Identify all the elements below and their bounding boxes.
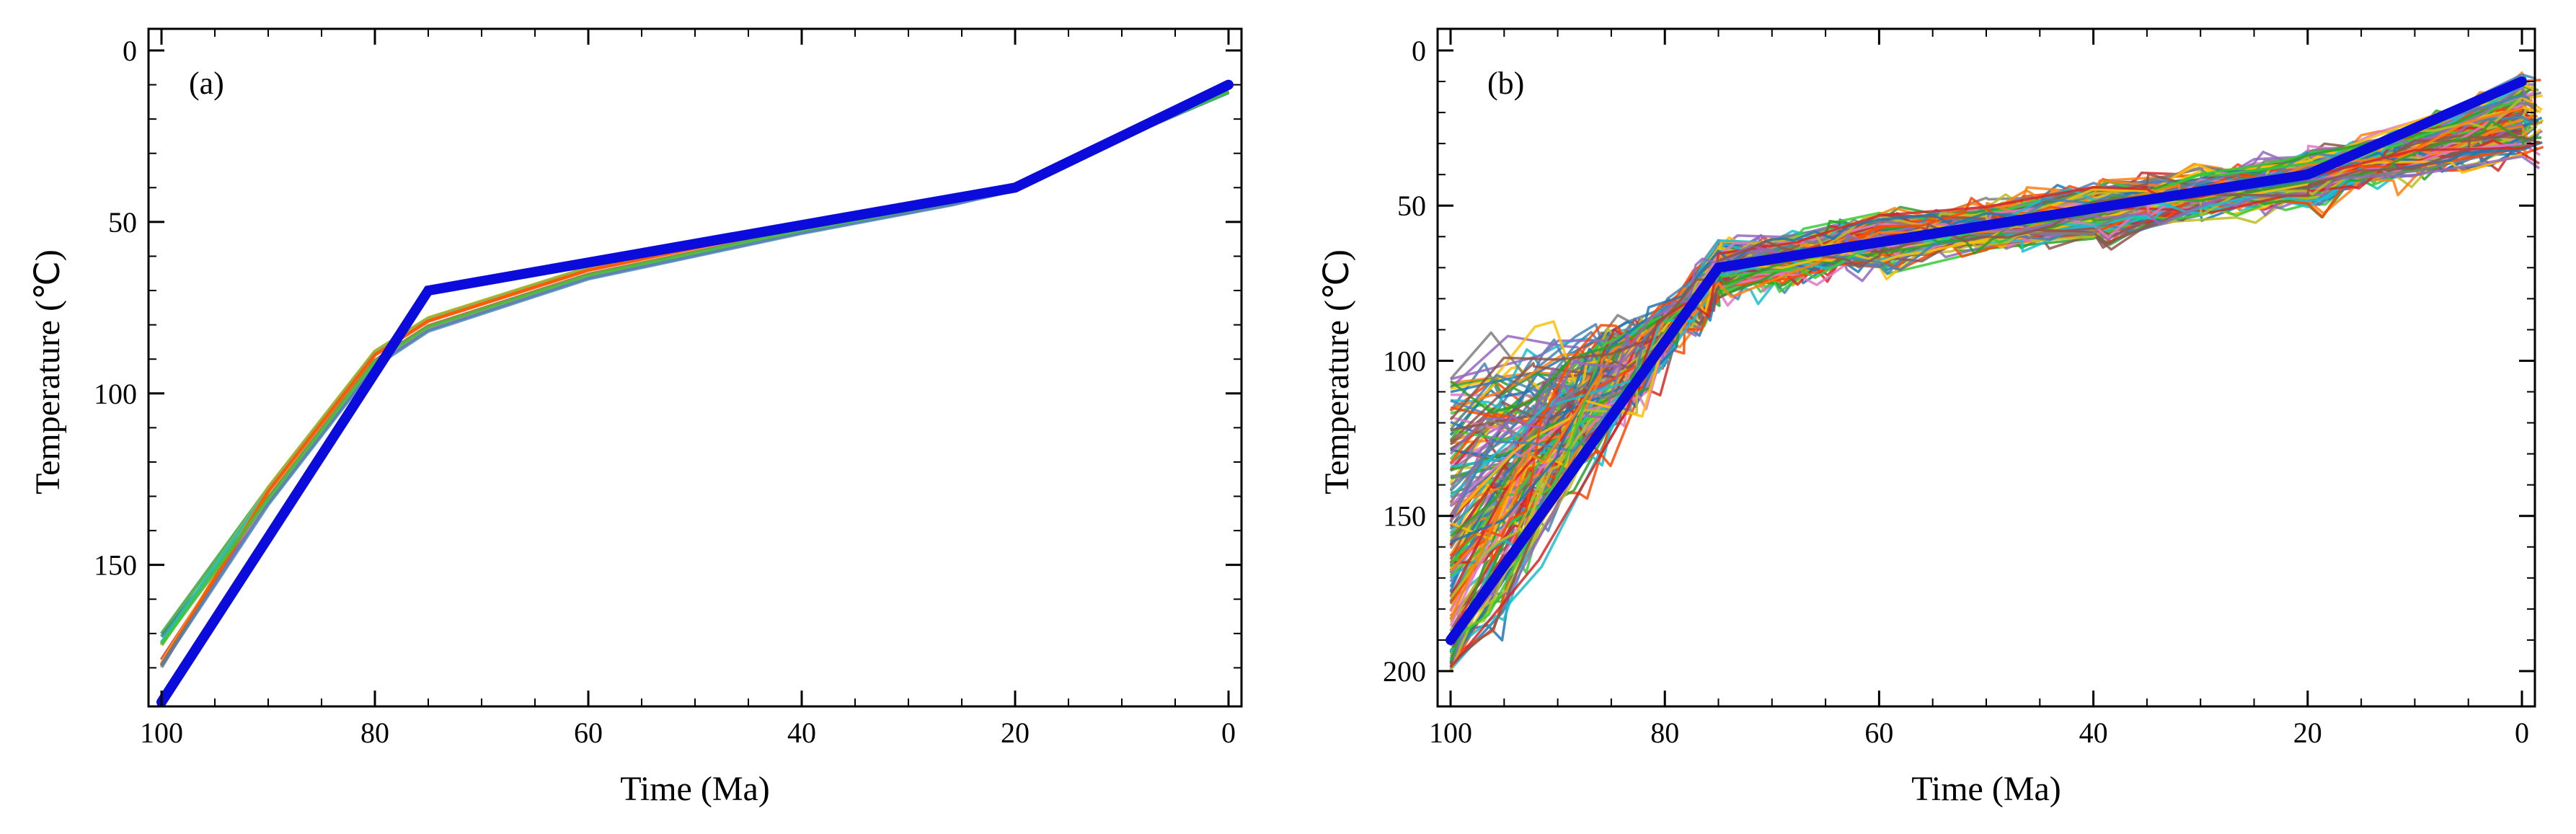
ensemble-path	[1450, 141, 2543, 544]
ensemble-path	[159, 89, 1229, 667]
ensemble-path	[159, 89, 1229, 668]
x-tick-label: 40	[2079, 717, 2108, 749]
ensemble-path	[1449, 135, 2523, 507]
y-tick-label: 100	[1383, 345, 1426, 377]
y-tick-label: 50	[108, 206, 137, 239]
x-tick-label: 20	[2293, 717, 2322, 749]
best-fit-path-a	[156, 79, 1234, 707]
ensemble-path	[159, 89, 1229, 666]
ensemble-path	[1449, 136, 2542, 421]
ensemble-path	[160, 90, 1229, 644]
x-tick-label: 60	[574, 717, 603, 749]
y-tick-label: 150	[94, 549, 137, 582]
y-tick-label: 150	[1383, 500, 1426, 533]
best-fit-path-b	[1446, 76, 2527, 645]
ensemble-path	[159, 89, 1229, 661]
ensemble-paths-b	[1449, 71, 2544, 672]
x-tick-label: 100	[1429, 717, 1472, 749]
x-tick-label: 20	[1001, 717, 1030, 749]
ensemble-path	[159, 89, 1229, 647]
x-tick-label: 0	[1221, 717, 1236, 749]
ensemble-path	[159, 89, 1229, 644]
panel-label-b: (b)	[1487, 66, 1524, 101]
ensemble-path	[159, 90, 1229, 645]
x-tick-label: 100	[140, 717, 183, 749]
plot-frame-a	[147, 27, 1243, 708]
ensemble-paths-a	[159, 89, 1229, 668]
panel-a: 100 80 60 40 20 0 0 50 100 150 (a) Time (Ma) Temp…	[29, 27, 1243, 808]
y-axis-label-b: Temperature (℃)	[1318, 249, 1356, 494]
y-tick-label: 50	[1397, 190, 1426, 222]
x-tick-label: 80	[1650, 717, 1679, 749]
x-tick-label: 0	[2515, 717, 2529, 749]
y-tick-label: 0	[123, 35, 137, 67]
x-tick-label: 80	[360, 717, 389, 749]
y-tick-label: 100	[94, 378, 137, 410]
ensemble-path	[159, 89, 1229, 635]
ensemble-path	[159, 89, 1229, 647]
y-tick-label: 0	[1412, 35, 1426, 67]
panel-label-a: (a)	[189, 66, 224, 101]
ensemble-path	[159, 89, 1229, 665]
ensemble-path	[159, 90, 1229, 666]
ensemble-path	[160, 90, 1229, 638]
x-axis-label-a: Time (Ma)	[620, 770, 770, 808]
x-axis-label-b: Time (Ma)	[1911, 770, 2061, 808]
ensemble-path	[159, 91, 1229, 667]
ensemble-path	[1449, 144, 2527, 428]
x-tick-label: 40	[787, 717, 816, 749]
ensemble-path	[1449, 119, 2542, 414]
ensemble-path	[1449, 153, 2523, 520]
ensemble-path	[1449, 125, 2529, 531]
y-axis-label-a: Temperature (℃)	[29, 249, 67, 494]
ensemble-path	[1449, 146, 2523, 557]
y-tick-label: 200	[1383, 655, 1426, 688]
x-tick-label: 60	[1864, 717, 1893, 749]
